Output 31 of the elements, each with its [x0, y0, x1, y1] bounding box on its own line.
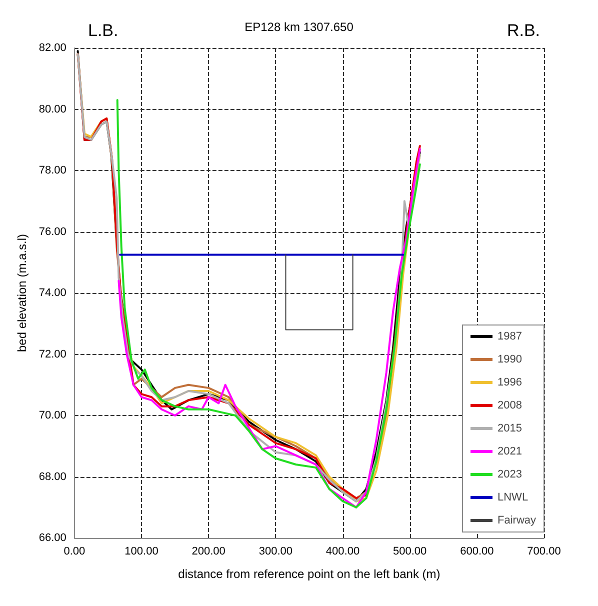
- text: L.B.: [88, 21, 118, 40]
- legend-label: 2015: [497, 422, 522, 434]
- y-tick-label: 68.00: [38, 470, 66, 483]
- x-axis-title: distance from reference point on the left bank (m): [178, 567, 440, 581]
- y-tick-label: 78.00: [38, 164, 66, 176]
- x-tick-label: 600.00: [460, 546, 494, 558]
- legend-label: 2023: [497, 468, 522, 480]
- y-tick-label: 72.00: [38, 348, 66, 360]
- y-tick-label: 66.00: [38, 532, 66, 544]
- x-tick-label: 200.00: [192, 546, 226, 558]
- y-axis-title: bed elevation (m.a.s.l): [15, 234, 29, 352]
- y-tick-label: 76.00: [38, 226, 66, 238]
- legend-label: 2021: [497, 446, 522, 458]
- chart-title: EP128 km 1307.650: [244, 20, 354, 34]
- x-tick-label: 500.00: [393, 546, 427, 558]
- y-tick-label: 74.00: [38, 287, 66, 299]
- legend-label: Fairway: [497, 514, 536, 526]
- x-tick-label: 0.00: [64, 546, 86, 558]
- legend-label: 1990: [497, 354, 522, 366]
- y-tick-label: 70.00: [38, 410, 66, 422]
- x-tick-label: 300.00: [258, 546, 292, 558]
- legend-label: LNWL: [497, 492, 528, 504]
- legend-label: 2008: [497, 400, 522, 412]
- x-tick-label: 400.00: [326, 546, 360, 558]
- y-tick-label: 82.00: [38, 42, 66, 54]
- y-tick-label: 80.00: [38, 103, 66, 116]
- x-tick-label: 100.00: [124, 546, 158, 558]
- legend-label: 1996: [497, 376, 522, 388]
- x-tick-label: 700.00: [527, 546, 561, 558]
- text: R.B.: [506, 21, 540, 40]
- legend-label: 1987: [497, 330, 522, 342]
